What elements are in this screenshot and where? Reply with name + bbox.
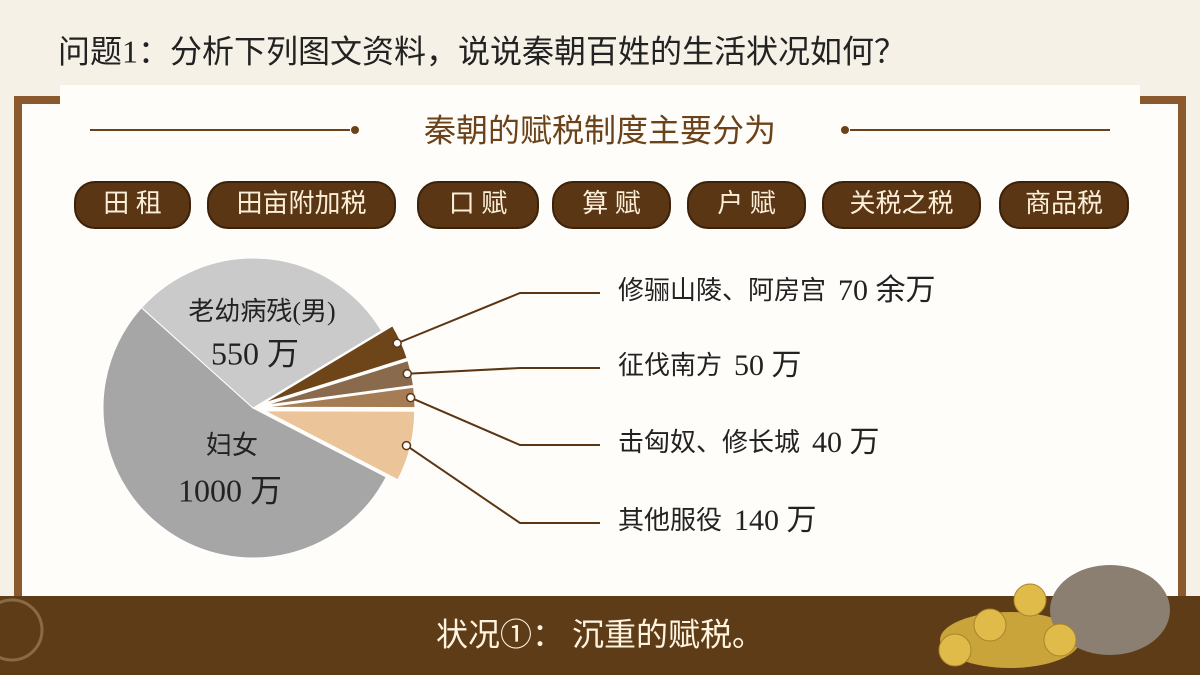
tax-tag (207, 181, 396, 229)
tax-tag (999, 181, 1129, 229)
divider-dot (841, 126, 849, 134)
slice-label: 其他服役 140 万 (618, 504, 817, 537)
category-label: 击匈奴、修长城 (618, 428, 800, 457)
leader-dot (405, 392, 416, 403)
tax-label: 关税之税 (849, 189, 953, 218)
leader-dot (392, 338, 402, 349)
category-label: 老幼病残(男) (188, 297, 335, 326)
tax-tag (822, 181, 981, 229)
tax-label: 户 赋 (717, 189, 776, 218)
slice-label: 征伐南方 50 万 (618, 349, 802, 382)
panel-top (60, 85, 1140, 115)
value-label: 50 万 (734, 349, 802, 382)
tax-label: 田 租 (103, 189, 162, 218)
category-label: 征伐南方 (618, 351, 722, 380)
leader-dot (402, 369, 412, 379)
tax-label: 算 赋 (582, 189, 641, 218)
value-label: 550 万 (211, 335, 299, 371)
tax-tags: 田 租 田亩附加税 口 赋 算 赋 户 赋 关税之税 商品税 (74, 181, 1129, 229)
slice-label: 击匈奴、修长城 40 万 (618, 426, 880, 459)
divider-dot (351, 126, 359, 134)
category-label: 其他服役 (618, 506, 722, 535)
tax-label: 商品税 (1025, 189, 1103, 218)
leader-line (396, 292, 600, 345)
nav-icon (0, 598, 44, 662)
value-label: 40 万 (812, 426, 880, 459)
tax-tag (687, 181, 806, 229)
slice-label: 修骊山陵、阿房宫 70 余万 (618, 274, 936, 307)
tax-label: 田亩附加税 (236, 189, 366, 218)
tax-tag (74, 181, 191, 229)
pie-slice (102, 306, 387, 559)
value-label: 140 万 (734, 504, 817, 537)
conclusion: 状况①： 沉重的赋税。 (436, 616, 764, 652)
leader-line (410, 396, 600, 446)
leader-line (405, 444, 600, 524)
category-label: 妇女 (206, 431, 258, 460)
leader-line (407, 367, 600, 375)
subtitle: 秦朝的赋税制度主要分为 (424, 112, 776, 148)
category-label: 修骊山陵、阿房宫 (618, 276, 826, 305)
tax-tag (417, 181, 539, 229)
value-label: 1000 万 (178, 472, 282, 508)
leader-dot (401, 440, 412, 451)
tax-tag (552, 181, 671, 229)
tax-label: 口 赋 (449, 189, 508, 218)
pie-slice (140, 257, 383, 409)
value-label: 70 余万 (838, 274, 936, 307)
question-title: 问题1：分析下列图文资料，说说秦朝百姓的生活状况如何？ (58, 33, 906, 69)
coins (938, 565, 1170, 668)
